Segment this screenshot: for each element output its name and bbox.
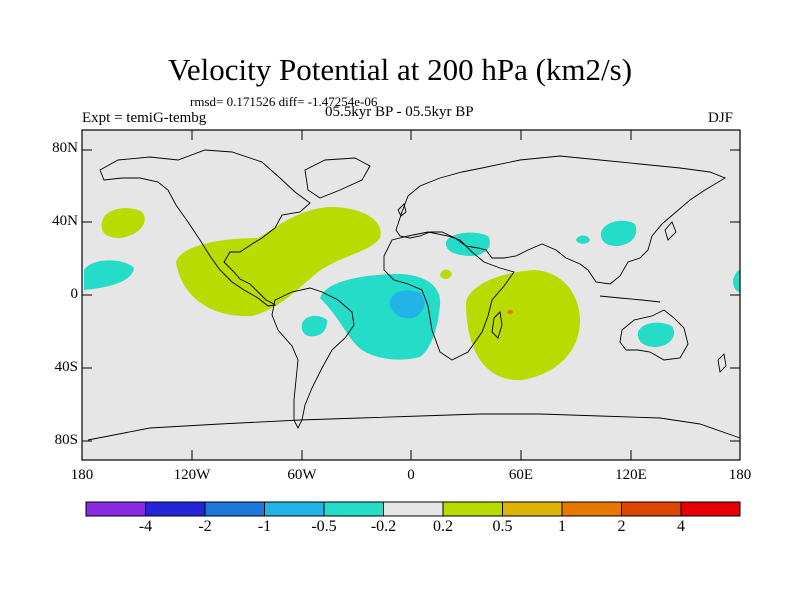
lon-label-0: 0 (407, 467, 415, 483)
colorbar-label-10: 4 (677, 518, 685, 535)
colorbar-label-6: 0.2 (433, 518, 453, 535)
colorbar-box-10 (621, 501, 682, 517)
lat-label-80s: 80S (54, 432, 78, 448)
n-pacific-positive-region (101, 208, 145, 238)
colorbar-box-3 (204, 501, 265, 517)
coastlines (87, 149, 741, 441)
colorbar-box-7 (442, 501, 503, 517)
lat-label-40s: 40S (54, 359, 78, 375)
indian-ocean-strong-positive (507, 310, 513, 314)
antarctica-coastline (87, 413, 741, 441)
colorbar-label-4: -0.5 (311, 518, 337, 535)
new-zealand-coastline (717, 353, 727, 373)
lon-label-120w: 120W (173, 467, 211, 483)
w-africa-positive-patch (440, 269, 452, 280)
axis-ticks (81, 130, 741, 460)
colorbar-box-5 (323, 501, 384, 517)
lon-label-60w: 60W (287, 467, 317, 483)
period-label: 05.5kyr BP - 05.5kyr BP (325, 104, 474, 120)
c-pacific-negative-region (84, 260, 134, 290)
colorbar-box-2 (145, 501, 206, 517)
lon-label-120e: 120E (615, 467, 647, 483)
colorbar-box-4 (264, 501, 325, 517)
experiment-label: Expt = temiG-tembg (82, 110, 207, 126)
colorbar-label-5: -0.2 (370, 518, 397, 535)
positive-anomaly-regions (101, 207, 581, 381)
map-title: Velocity Potential at 200 hPa (km2/s) (167, 52, 633, 87)
gulf-of-guinea-strong-negative (389, 290, 425, 319)
uk-coastline (397, 203, 407, 217)
lat-label-40n: 40N (52, 213, 78, 229)
lon-label-180e: 180 (728, 467, 752, 483)
colorbar-box-1 (85, 501, 146, 517)
lat-label-0: 0 (70, 286, 79, 302)
colorbar-label-2: -2 (198, 518, 212, 535)
colorbar-box-11 (680, 501, 741, 517)
s-asia-negative-patch (576, 235, 590, 244)
colorbar (85, 501, 741, 517)
season-label: DJF (708, 110, 734, 126)
japan-coastline (664, 221, 677, 241)
colorbar-box-9 (561, 501, 622, 517)
australia-negative-region (637, 322, 675, 347)
colorbar-box-6 (383, 501, 444, 517)
indonesia-coastline (599, 295, 661, 303)
colorbar-label-8: 1 (558, 518, 566, 535)
colorbar-label-3: -1 (257, 518, 272, 535)
colorbar-label-1: -4 (138, 518, 153, 535)
atlantic-positive-region (176, 207, 381, 317)
south-america-coastline (271, 287, 355, 430)
lon-label-60e: 60E (508, 467, 534, 483)
lon-label-180w: 180 (70, 467, 94, 483)
arabia-negative-region (445, 232, 490, 256)
madagascar-coastline (491, 311, 503, 339)
lat-label-80n: 80N (52, 140, 78, 156)
e-pacific-negative-patch (733, 270, 740, 292)
africa-coastline (383, 231, 515, 361)
asia-negative-patch (600, 220, 637, 246)
greenland-coastline (304, 157, 371, 199)
north-america-coastline (99, 149, 311, 307)
colorbar-box-8 (502, 501, 563, 517)
s-america-negative-patch (301, 315, 328, 337)
eurasia-coastline (395, 155, 727, 285)
australia-coastline (619, 309, 689, 361)
rmsd-diff-stats: rmsd= 0.171526 diff= -1.47254e-06 (190, 94, 378, 109)
colorbar-label-9: 2 (617, 518, 626, 535)
colorbar-label-7: 0.5 (492, 518, 513, 535)
